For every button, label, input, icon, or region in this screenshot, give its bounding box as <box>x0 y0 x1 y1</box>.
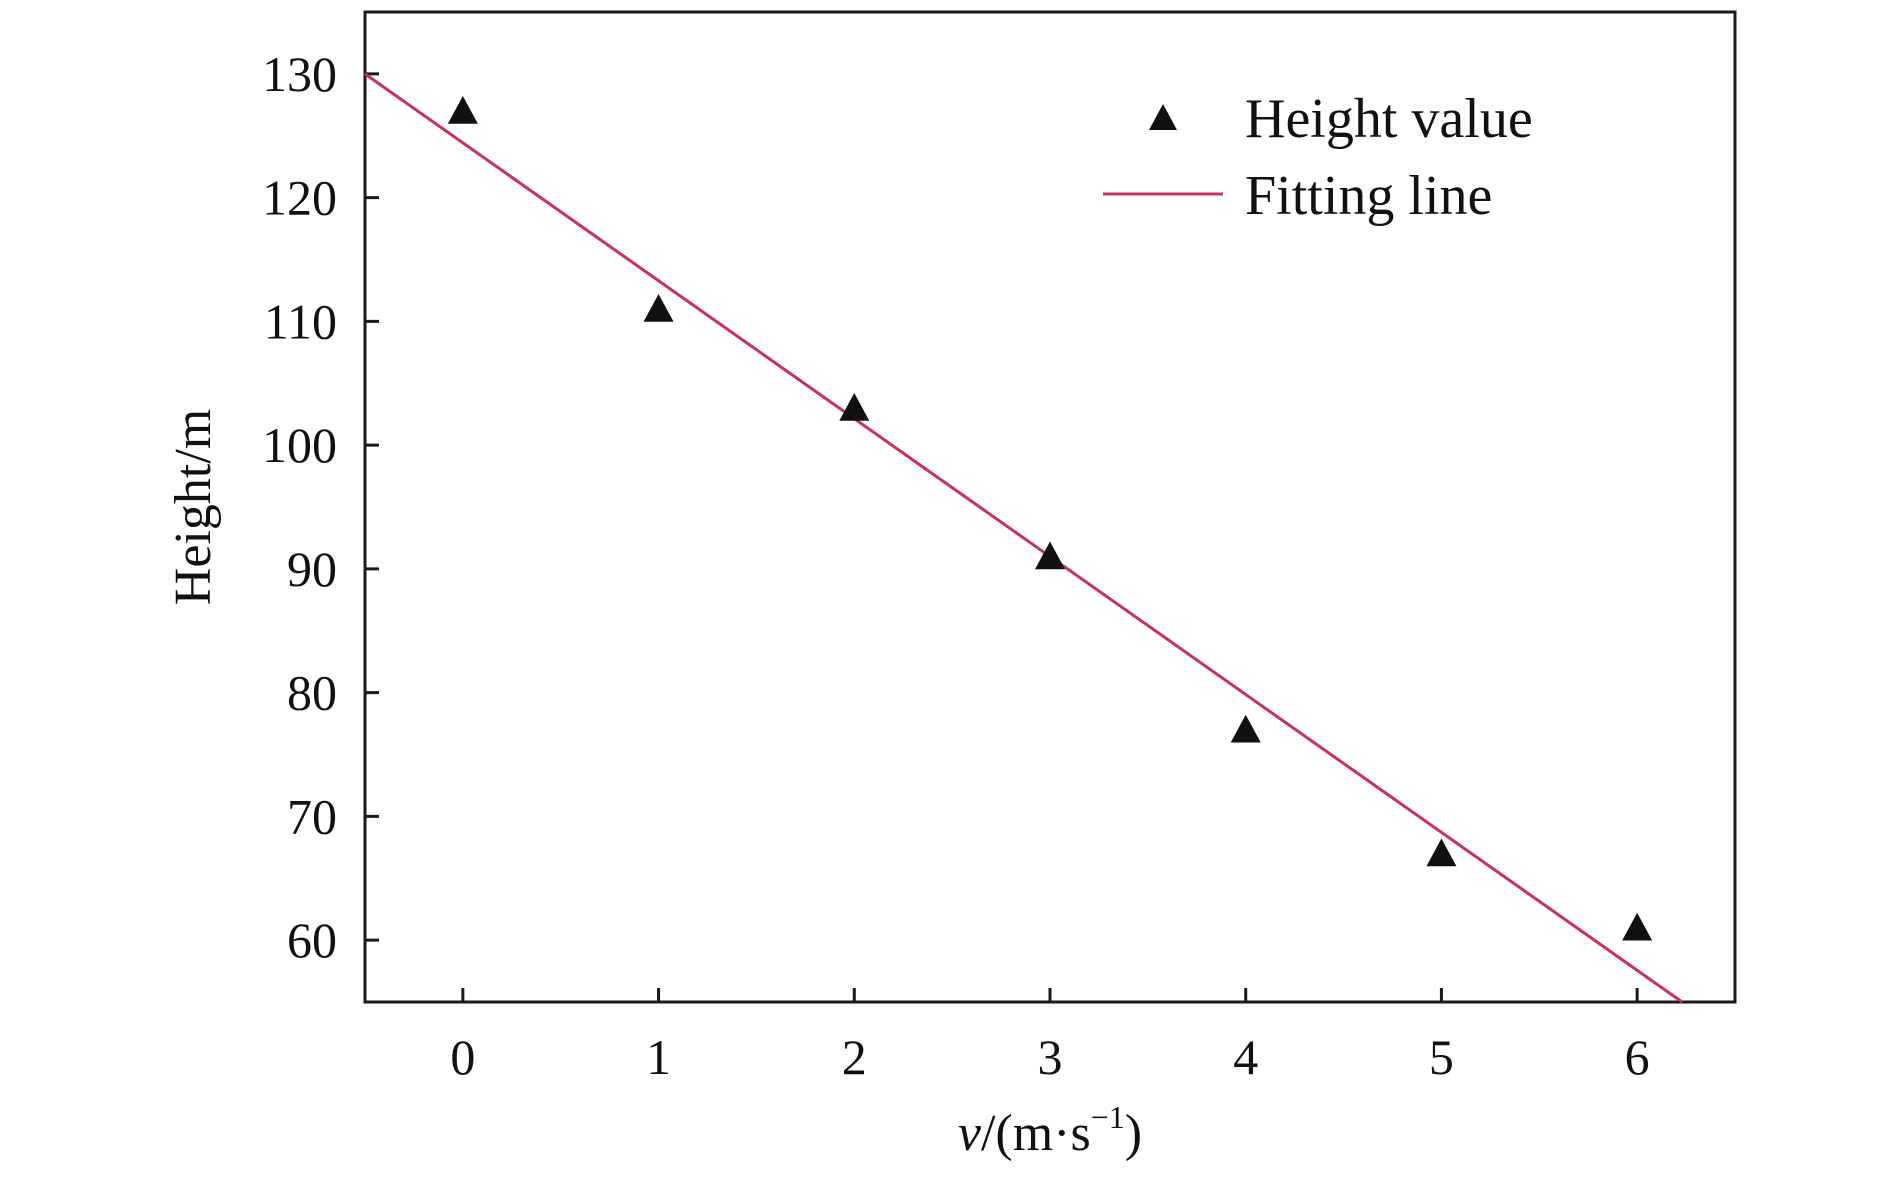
y-tick-label: 110 <box>264 293 337 349</box>
legend-label-height-value: Height value <box>1245 88 1533 150</box>
plot-frame <box>363 10 1737 1004</box>
x-tick-label: 5 <box>1429 1029 1454 1085</box>
y-tick-label: 80 <box>287 665 337 721</box>
y-axis-label: Height/m <box>165 409 222 605</box>
legend: Height value Fitting line <box>1103 88 1533 227</box>
x-axis-label-var: v <box>958 1105 982 1162</box>
x-tick-label: 1 <box>646 1029 671 1085</box>
height-value-point <box>1426 838 1457 867</box>
height-value-point <box>839 393 870 421</box>
y-tick-label: 90 <box>287 541 337 597</box>
fitting-line <box>364 72 1684 1004</box>
fit-line-layer <box>364 72 1684 1004</box>
y-tick-label: 70 <box>287 788 337 844</box>
x-tick-label: 0 <box>450 1029 475 1085</box>
x-axis-label-close: ) <box>1125 1105 1142 1162</box>
x-tick-label: 6 <box>1625 1029 1650 1085</box>
height-value-point <box>447 96 478 124</box>
x-axis-label-exponent: −1 <box>1091 1099 1125 1135</box>
y-tick-label: 100 <box>262 417 337 473</box>
x-tick-label: 3 <box>1038 1029 1063 1085</box>
legend-marker-height-value <box>1149 104 1177 130</box>
height-value-point <box>1230 714 1261 743</box>
legend-label-fitting-line: Fitting line <box>1245 165 1492 227</box>
height-value-point <box>1622 912 1653 941</box>
x-axis-label-unit: /(m·s <box>981 1105 1091 1162</box>
y-axis-ticks: 60 70 80 90 100 110 120 130 <box>262 46 379 968</box>
marker-layer <box>447 96 1653 941</box>
height-value-point <box>1035 541 1065 570</box>
height-value-point <box>643 294 674 322</box>
y-tick-label: 120 <box>262 170 337 226</box>
y-tick-label: 60 <box>287 912 337 968</box>
x-tick-label: 4 <box>1233 1029 1258 1085</box>
x-tick-label: 2 <box>842 1029 867 1085</box>
x-axis-ticks: 0 1 2 3 4 5 6 <box>450 988 1650 1085</box>
x-axis-label: v/(m·s−1) <box>958 1099 1142 1162</box>
y-tick-label: 130 <box>262 46 337 102</box>
